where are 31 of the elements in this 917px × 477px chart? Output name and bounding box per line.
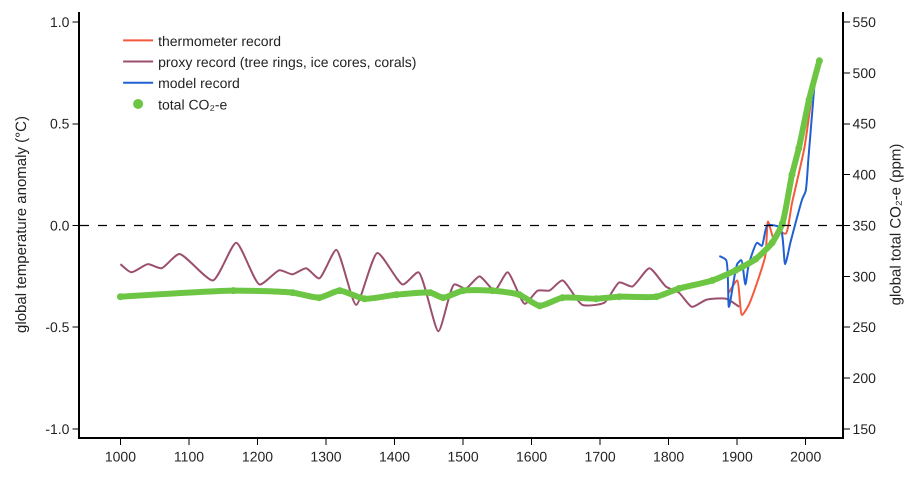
x-tick-label: 1000 <box>104 448 136 465</box>
x-tick-label: 1700 <box>584 448 616 465</box>
y2-tick-label: 150 <box>852 420 876 437</box>
x-tick-label: 1800 <box>653 448 684 465</box>
x-tick-label: 1900 <box>722 448 753 465</box>
y2-tick-label: 500 <box>852 64 876 81</box>
y2-tick-label: 550 <box>852 14 876 30</box>
y-axis-title: global temperature anomaly (°C) <box>13 116 30 333</box>
x-tick-label: 1300 <box>310 448 342 465</box>
legend-label: total CO₂-e <box>158 96 228 112</box>
x-tick-label: 2000 <box>790 448 822 465</box>
legend-label: thermometer record <box>158 32 282 49</box>
x-tick-label: 1200 <box>242 448 274 465</box>
y-tick-label: 0.5 <box>50 116 70 132</box>
y2-tick-label: 450 <box>852 116 876 132</box>
y2-axis-title: global total CO₂-e (ppm) <box>888 144 905 306</box>
x-tick-label: 1100 <box>174 448 204 465</box>
x-tick-label: 1600 <box>516 448 548 465</box>
y2-tick-label: 250 <box>852 319 876 336</box>
y-tick-label: -0.5 <box>45 319 70 336</box>
y-tick-label: 0.0 <box>50 217 70 234</box>
y-tick-label: 1.0 <box>50 14 70 30</box>
x-tick-label: 1400 <box>378 448 410 465</box>
y2-tick-label: 200 <box>852 370 876 386</box>
y2-tick-label: 300 <box>852 268 876 284</box>
y2-tick-label: 400 <box>852 166 876 183</box>
y-tick-label: -1.0 <box>45 420 70 437</box>
legend-label: proxy record (tree rings, ice cores, corals) <box>158 54 416 70</box>
y2-tick-label: 350 <box>852 217 876 234</box>
x-tick-label: 1500 <box>447 448 479 465</box>
legend-label: model record <box>158 75 240 92</box>
